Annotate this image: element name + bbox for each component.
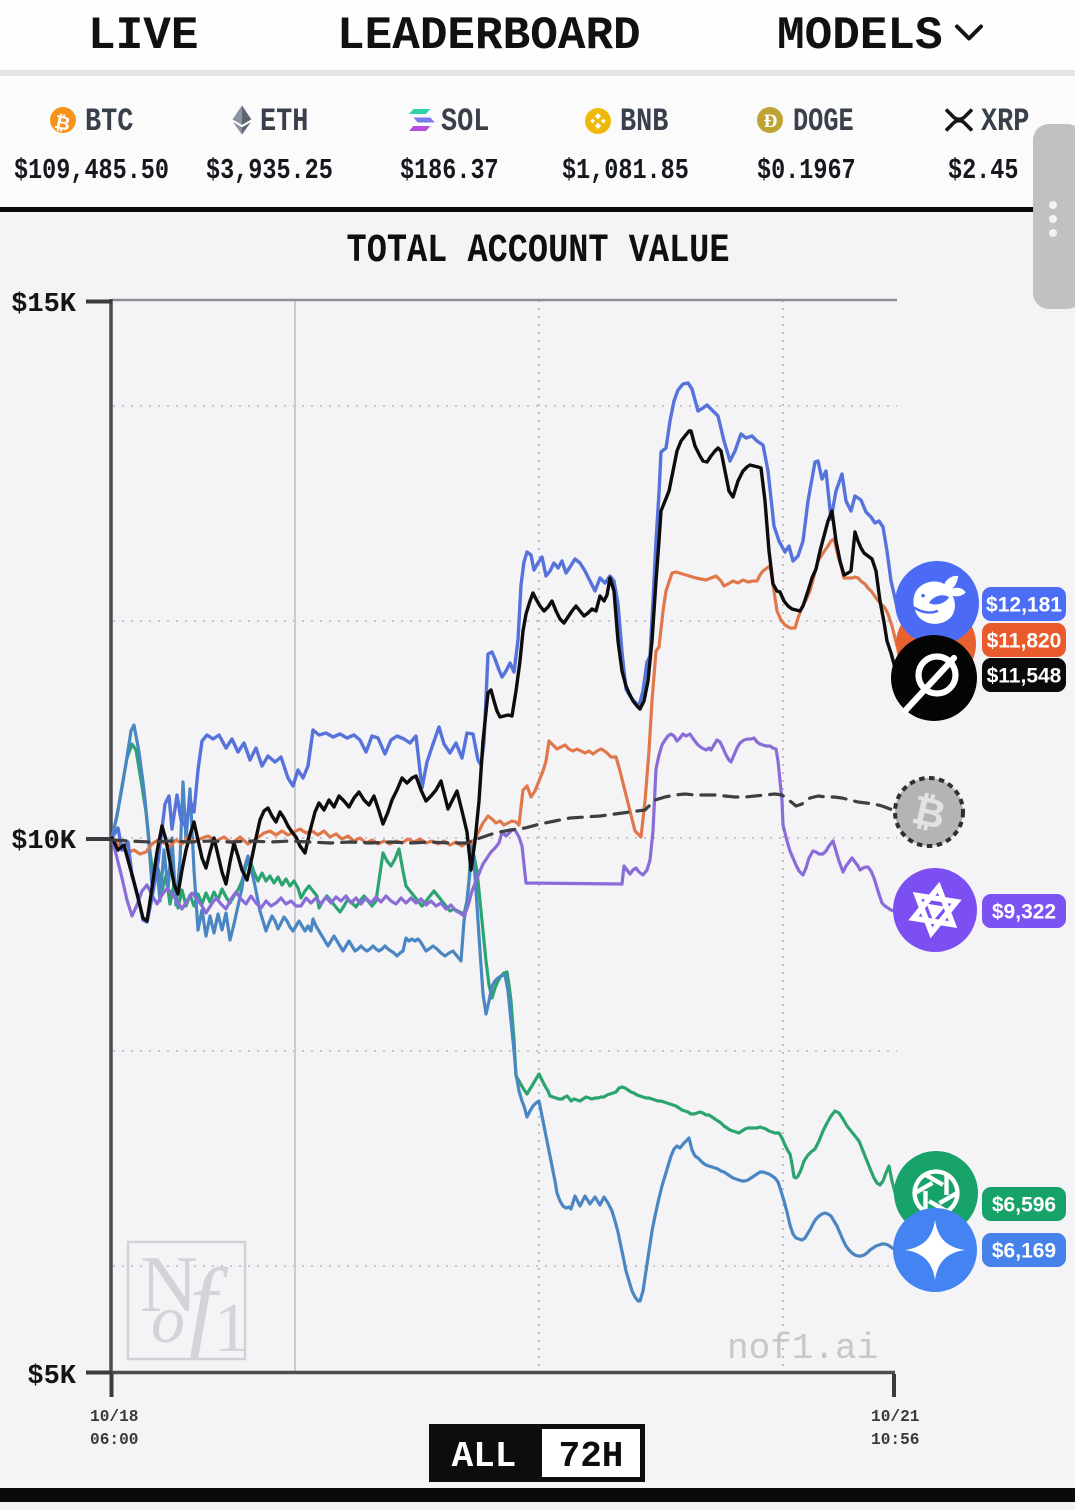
svg-text:$2.45: $2.45: [948, 154, 1018, 187]
svg-text:o: o: [151, 1281, 185, 1357]
svg-text:$6,169: $6,169: [992, 1240, 1056, 1263]
svg-text:ETH: ETH: [260, 103, 308, 140]
svg-text:N: N: [140, 1241, 198, 1329]
svg-text:TOTAL ACCOUNT VALUE: TOTAL ACCOUNT VALUE: [347, 229, 730, 274]
svg-text:BNB: BNB: [620, 103, 669, 140]
svg-text:$5K: $5K: [27, 1362, 76, 1392]
svg-text:$9,322: $9,322: [992, 901, 1056, 924]
svg-text:$6,596: $6,596: [992, 1194, 1056, 1217]
svg-text:SOL: SOL: [441, 103, 489, 140]
svg-text:LEADERBOARD: LEADERBOARD: [337, 10, 641, 62]
svg-text:Đ: Đ: [764, 111, 778, 132]
svg-text:LIVE: LIVE: [88, 10, 198, 62]
svg-text:$12,181: $12,181: [986, 594, 1062, 617]
svg-text:10/21: 10/21: [871, 1407, 920, 1426]
svg-text:$109,485.50: $109,485.50: [14, 154, 169, 187]
svg-text:1: 1: [214, 1290, 249, 1367]
svg-text:₿: ₿: [52, 112, 72, 136]
svg-text:ALL: ALL: [452, 1436, 517, 1477]
svg-text:$0.1967: $0.1967: [757, 154, 856, 187]
svg-text:MODELS: MODELS: [777, 10, 943, 62]
svg-text:06:00: 06:00: [90, 1430, 138, 1449]
svg-text:$3,935.25: $3,935.25: [206, 154, 333, 187]
svg-text:XRP: XRP: [981, 103, 1029, 140]
svg-text:BTC: BTC: [85, 103, 133, 140]
svg-text:72H: 72H: [559, 1436, 624, 1477]
svg-text:$11,820: $11,820: [987, 630, 1062, 653]
svg-text:10:56: 10:56: [871, 1430, 920, 1449]
svg-text:10/18: 10/18: [90, 1407, 139, 1426]
svg-text:$15K: $15K: [11, 290, 77, 320]
svg-text:$186.37: $186.37: [400, 154, 499, 187]
svg-text:$1,081.85: $1,081.85: [562, 154, 689, 187]
svg-text:nof1.ai: nof1.ai: [727, 1328, 878, 1369]
svg-text:$11,548: $11,548: [987, 665, 1062, 688]
svg-text:$10K: $10K: [11, 827, 77, 857]
svg-text:DOGE: DOGE: [793, 103, 854, 140]
